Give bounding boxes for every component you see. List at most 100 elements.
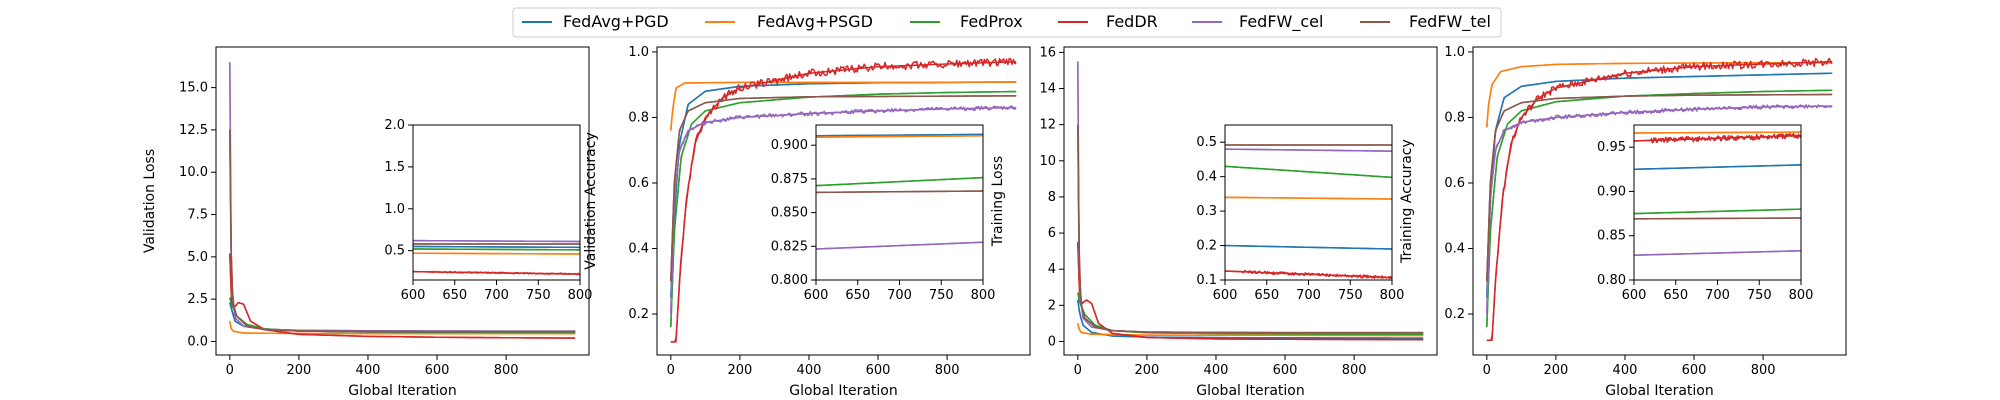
chart-2-inset-y-tick-label: 0.825 [771,239,808,254]
chart-3-y-tick-label: 6 [1048,226,1056,241]
chart-3-x-tick-label: 400 [1204,363,1229,378]
chart-3-main-series-fedfw-tel [1077,124,1424,334]
chart-4-inset-series-fedavg-pgd [1634,164,1801,171]
chart-3-inset-x-tick-label: 650 [1254,288,1279,303]
chart-4-inset-x-tick-label: 750 [1747,288,1772,303]
chart-3-inset-series-feddr [1225,269,1392,280]
chart-4-inset-x-tick-label: 600 [1622,288,1647,303]
chart-3-inset-y-tick-label: 0.4 [1196,170,1217,185]
chart-1-main-series-fedfw-tel [229,129,576,333]
chart-1-inset-x-tick-label: 750 [526,288,551,303]
chart-4-main-series-fedprox [1486,89,1833,328]
chart-4-main-series-fedfw-tel [1486,93,1833,282]
chart-4-inset-series-feddr [1634,132,1801,144]
chart-4-main-series-feddr [1486,57,1833,342]
chart-2-inset-series-fedavg-psgd [816,135,983,138]
charts-group: 0 200 400 600 8000.02.55.07.510.012.515.0Glo… [142,45,1847,399]
chart-2-main-lines [670,57,1017,343]
chart-4-main-series-fedavg-psgd [1486,61,1833,128]
chart-1-inset-series-feddr [413,270,580,276]
chart-3-inset-series-fedprox [1225,165,1392,179]
chart-2-main-series-fedfw-cel [670,105,1017,315]
chart-1-y-axis-label: Validation Loss [142,149,158,253]
chart-2-x-tick-label: 400 [797,363,822,378]
chart-2-inset-border [815,124,984,281]
chart-3-main-series-feddr [1077,242,1424,341]
chart-1-y-tick-label: 15.0 [179,81,208,96]
chart-4-inset-x-tick-label: 800 [1789,288,1814,303]
chart-2-x-tick-label: 0 [667,363,675,378]
chart-4-main-series-fedfw-cel [1486,104,1833,315]
legend-item-fedavg-psgd: FedAvg+PSGD [705,12,873,31]
chart-4-x-tick-label: 0 [1483,363,1491,378]
chart-3-inset-border [1224,124,1393,281]
chart-1-inset-y-tick-label: 0.5 [384,244,405,259]
chart-2-main-series-feddr [670,57,1017,343]
chart-3-x-tick-label: 800 [1342,363,1367,378]
chart-1-y-tick-label: 5.0 [187,250,208,265]
chart-2-x-tick-label: 200 [727,363,752,378]
chart-1-y-tick-label: 2.5 [187,292,208,307]
chart-2-inset: 600 650 700 750 800 0.800 0.825 0.850 0.875 0.900 [771,124,996,303]
chart-1-inset-x-tick-label: 650 [442,288,467,303]
legend-label-fedavg-pgd: FedAvg+PGD [563,12,669,31]
legend-label-fedavg-psgd: FedAvg+PSGD [757,12,873,31]
chart-3-y-tick-label: 0 [1048,334,1056,349]
chart-1: 0 200 400 600 800 0.0 2.5 5.0 7.5 10.0 12.5 15.0 Glo… [142,46,592,399]
chart-1-inset-y-tick-label: 1.5 [384,160,405,175]
chart-4-inset-series-fedavg-psgd [1634,131,1801,134]
chart-1-x-axis-label: Global Iteration [348,383,457,399]
chart-2-y-axis-label: Validation Accuracy [583,132,599,270]
chart-1-inset-series-fedavg-psgd [413,252,580,255]
legend-item-fedfw-tel: FedFW_tel [1360,12,1491,32]
chart-1-inset-series-fedprox [413,248,580,251]
chart-3-y-tick-label: 16 [1039,45,1056,60]
chart-2-inset-x-tick-label: 700 [887,288,912,303]
chart-4-inset-series-fedprox [1634,208,1801,215]
chart-3-y-tick-label: 12 [1039,118,1056,133]
chart-2-x-tick-label: 600 [866,363,891,378]
chart-1-y-tick-label: 0.0 [187,334,208,349]
chart-3-inset-x-tick-label: 700 [1296,288,1321,303]
legend-label-feddr: FedDR [1106,12,1158,31]
chart-4-inset-y-tick-label: 0.95 [1597,140,1626,155]
chart-1-main-series-feddr [229,253,576,339]
chart-2-inset-y-tick-label: 0.800 [771,273,808,288]
chart-2-inset-x-tick-label: 800 [971,288,996,303]
chart-2-inset-x-tick-label: 600 [804,288,829,303]
chart-2-y-tick-label: 0.8 [628,110,649,125]
chart-4-inset-y-tick-label: 0.90 [1597,184,1626,199]
chart-1-x-tick-label: 800 [494,363,519,378]
legend-item-fedavg-pgd: FedAvg+PGD [522,12,669,31]
chart-1-y-tick-label: 7.5 [187,208,208,223]
chart-4-y-tick-label: 0.4 [1444,242,1465,257]
chart-1-x-tick-label: 600 [425,363,450,378]
chart-3-inset-series-fedavg-pgd [1225,244,1392,250]
chart-3-inset: 600 650 700 750 800 0.1 0.2 0.3 0.4 0.5 [1196,124,1404,303]
chart-3-x-axis-label: Global Iteration [1196,383,1305,399]
chart-4-inset: 600 650 700 750 800 0.80 0.85 0.90 0.95 [1597,124,1814,303]
chart-2-inset-y-tick-label: 0.875 [771,172,808,187]
chart-2-y-tick-label: 1.0 [628,45,649,60]
legend-item-feddr: FedDR [1058,12,1158,31]
chart-4-inset-series-fedfw-cel [1634,250,1801,256]
chart-4: 0 200 400 600 800 0.2 0.4 0.6 0.8 1.0 Global Itera… [1399,45,1847,399]
chart-3-inset-series-fedavg-psgd [1225,196,1392,200]
legend-label-fedprox: FedProx [960,12,1023,31]
chart-1-y-tick-label: 10.0 [179,165,208,180]
chart-3-x-tick-label: 0 [1074,363,1082,378]
legend-item-fedfw-cel: FedFW_cel [1192,12,1323,32]
chart-2-inset-x-tick-label: 750 [929,288,954,303]
chart-3-x-tick-label: 600 [1273,363,1298,378]
chart-2-main-series-fedprox [670,90,1017,328]
chart-2-y-tick-label: 0.4 [628,242,649,257]
chart-2-x-axis-label: Global Iteration [789,383,898,399]
chart-3-y-axis-label: Training Loss [990,156,1006,247]
chart-1-x-tick-label: 200 [286,363,311,378]
chart-2-main-series-fedfw-tel [670,95,1017,282]
chart-1-inset-x-tick-label: 700 [484,288,509,303]
chart-3-x-tick-label: 200 [1134,363,1159,378]
chart-4-y-tick-label: 0.2 [1444,307,1465,322]
chart-4-y-tick-label: 1.0 [1444,45,1465,60]
chart-4-y-tick-label: 0.8 [1444,110,1465,125]
